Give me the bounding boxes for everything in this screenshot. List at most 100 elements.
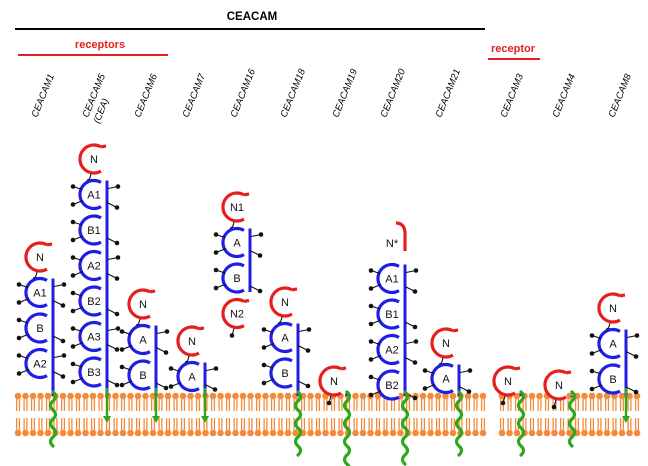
domain-b: B <box>589 363 639 395</box>
lipid-head <box>37 392 44 400</box>
glycan <box>115 184 121 189</box>
lipid-head <box>209 429 217 437</box>
lipid-head <box>179 392 187 400</box>
domain-outline <box>430 327 454 359</box>
lipid-head <box>172 429 179 437</box>
lipid-head <box>22 429 29 437</box>
domain-outline <box>221 262 245 294</box>
glycan <box>257 253 263 258</box>
lipid-head <box>307 392 314 400</box>
lipid-head <box>29 429 37 437</box>
glycan <box>229 333 235 338</box>
lipid-head <box>419 392 427 400</box>
glycan <box>305 383 311 389</box>
protein-name: CEACAM20 <box>379 67 409 119</box>
glycan <box>261 362 267 368</box>
glycan <box>213 267 219 273</box>
lipid-head <box>633 429 641 437</box>
lipid-head <box>157 392 164 400</box>
domain-label: A1 <box>87 190 100 202</box>
lipid-head <box>239 392 247 400</box>
glycan <box>422 386 428 391</box>
domain-outline <box>269 357 293 389</box>
domain-tail <box>46 242 53 247</box>
family-title: CEACAM <box>227 11 277 23</box>
transmembrane-anchor <box>454 390 464 457</box>
glycan <box>16 317 22 323</box>
glycan <box>168 366 174 371</box>
lipid-head <box>59 392 67 400</box>
domain-a3: A3 <box>70 320 121 353</box>
gpi-anchor-tip <box>201 416 209 423</box>
lipid-head <box>254 429 262 437</box>
domain-label: N* <box>386 238 399 250</box>
protein-name: CEACAM7 <box>181 72 209 119</box>
domain-tail <box>565 370 572 375</box>
domain-label: A2 <box>87 261 100 273</box>
lipid-head <box>59 429 67 437</box>
domain-label: N <box>330 376 338 388</box>
protein-name: CEACAM18 <box>279 67 309 119</box>
glycan <box>114 276 120 281</box>
lipid-head <box>269 429 277 437</box>
domain-tail <box>243 298 250 303</box>
domain-outline <box>597 292 621 324</box>
domain-label: B <box>609 374 616 386</box>
domain-label: A <box>233 238 241 250</box>
glycan <box>213 250 219 255</box>
transmembrane-anchor <box>567 390 577 448</box>
domain-a1: A1 <box>368 262 419 295</box>
glycan <box>60 303 66 308</box>
lipid-head <box>543 429 551 437</box>
lipid-head <box>217 392 224 400</box>
glycan <box>70 202 76 207</box>
domain-label: B1 <box>87 225 100 237</box>
lipid-head <box>127 429 134 437</box>
glycan <box>70 273 76 278</box>
glycan <box>70 344 76 349</box>
protein-ceacam20: N* A1 B1 A2 B2 <box>368 221 419 466</box>
lipid-head <box>247 429 254 437</box>
lipid-head <box>412 429 419 437</box>
glycan <box>70 184 76 189</box>
lipid-head <box>22 392 29 400</box>
glycan <box>119 347 125 352</box>
protein-name: CEACAM19 <box>331 67 361 119</box>
domain-outline <box>78 214 102 246</box>
lipid-head <box>179 429 187 437</box>
lipid-head <box>277 429 284 437</box>
lipid-head <box>164 392 172 400</box>
glycan <box>589 351 595 356</box>
domain-label: B <box>281 368 288 380</box>
lipid-head <box>239 429 247 437</box>
lipid-head <box>89 429 97 437</box>
domain-outline <box>24 347 48 380</box>
lipid-head <box>187 392 194 400</box>
lipid-head <box>464 429 472 437</box>
protein-ceacam7: NA <box>168 325 219 423</box>
glycan <box>633 389 639 395</box>
lipid-head <box>566 392 573 400</box>
domain-outline <box>127 323 151 356</box>
domain-outline <box>269 286 293 318</box>
lipid-head <box>472 392 479 400</box>
glycan <box>119 364 125 370</box>
lipid-head <box>14 392 22 400</box>
glycan <box>305 348 311 353</box>
lipid-head <box>224 429 232 437</box>
gpi-anchor-tip <box>622 416 630 423</box>
receptors-label: receptors <box>75 39 125 51</box>
glycan <box>368 374 374 380</box>
lipid-head <box>427 392 434 400</box>
domain-label: N <box>442 338 450 350</box>
glycan <box>61 282 67 287</box>
lipid-head <box>434 392 442 400</box>
glycan <box>168 384 174 389</box>
domain-label: N <box>90 154 98 166</box>
glycan <box>115 326 121 331</box>
domain-b2: B2 <box>70 285 120 317</box>
domain-b: B <box>261 357 311 389</box>
lipid-head <box>262 392 269 400</box>
domain-n: N <box>597 292 626 333</box>
lipid-head <box>307 429 314 437</box>
